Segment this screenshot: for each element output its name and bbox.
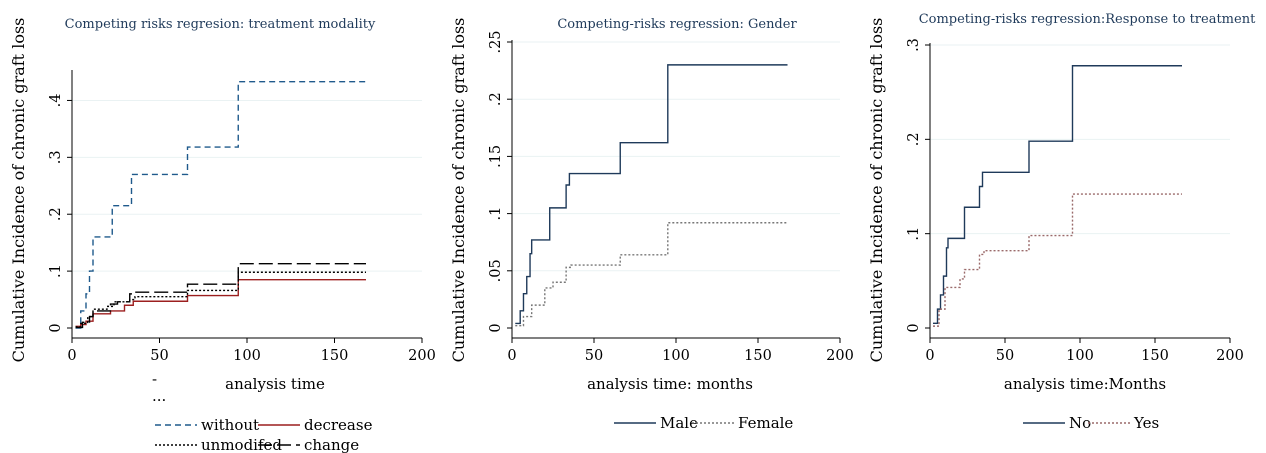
chart-title: Competing risks regresion: treatment mod… <box>65 17 376 32</box>
x-tick-label: 200 <box>826 348 854 364</box>
y-tick-label: .15 <box>488 145 504 168</box>
series-line-decrease <box>75 278 366 327</box>
y-tick-label: 0 <box>48 323 64 332</box>
y-tick-label: .1 <box>906 227 922 241</box>
legend-label-yes: Yes <box>1133 414 1159 432</box>
x-tick-label: 100 <box>233 348 261 364</box>
y-tick-label: .3 <box>48 150 64 164</box>
y-tick-label: .1 <box>48 264 64 278</box>
stray-mark: ... <box>152 387 166 405</box>
legend-label-male: Male <box>660 414 698 432</box>
x-tick-label: 0 <box>925 348 934 364</box>
y-tick-label: .25 <box>488 30 504 53</box>
legend-label-change: change <box>304 436 359 453</box>
series-line-change <box>75 263 366 329</box>
series-line-yes <box>933 193 1182 327</box>
y-tick-label: .1 <box>488 207 504 221</box>
legend-label-unmodifed: unmodifed <box>201 436 282 453</box>
y-axis-label: Cumulative Incidence of chronic graft lo… <box>867 18 886 363</box>
x-axis-label: analysis time: months <box>587 375 753 393</box>
x-tick-label: 0 <box>507 348 516 364</box>
x-tick-label: 50 <box>585 348 603 364</box>
x-tick-label: 0 <box>67 348 76 364</box>
y-tick-label: .05 <box>488 259 504 282</box>
x-tick-label: 150 <box>744 348 772 364</box>
series-line-female <box>515 222 788 327</box>
y-tick-label: .2 <box>906 132 922 146</box>
legend-label-female: Female <box>738 414 793 432</box>
series-line-male <box>515 64 788 325</box>
x-tick-label: 200 <box>1216 348 1244 364</box>
y-tick-label: 0 <box>488 323 504 332</box>
y-tick-label: 0 <box>906 323 922 332</box>
x-axis-label: analysis time <box>225 375 325 393</box>
x-tick-label: 100 <box>1066 348 1094 364</box>
series-line-unmodifed <box>75 271 366 328</box>
legend-label-without: without <box>201 416 259 434</box>
y-tick-label: .2 <box>48 207 64 221</box>
legend-label-decrease: decrease <box>304 416 373 434</box>
legend-label-no: No <box>1069 414 1091 432</box>
y-axis-label: Cumulative Incidence of chronic graft lo… <box>449 18 468 363</box>
chart-title: Competing-risks regression: Gender <box>557 17 797 32</box>
x-tick-label: 100 <box>662 348 690 364</box>
stray-mark: - <box>152 370 157 388</box>
y-axis-label: Cumulative Incidence of chronic graft lo… <box>9 18 28 363</box>
x-tick-label: 50 <box>150 348 168 364</box>
x-tick-label: 150 <box>1141 348 1169 364</box>
x-tick-label: 150 <box>321 348 349 364</box>
x-tick-label: 50 <box>996 348 1014 364</box>
series-line-no <box>933 65 1182 324</box>
y-tick-label: .4 <box>48 94 64 108</box>
x-tick-label: 200 <box>408 348 436 364</box>
y-tick-label: .2 <box>488 92 504 106</box>
x-axis-label: analysis time:Months <box>1004 375 1166 393</box>
series-line-without <box>75 80 366 329</box>
chart-title: Competing-risks regression:Response to t… <box>919 12 1256 27</box>
y-tick-label: .3 <box>906 38 922 52</box>
